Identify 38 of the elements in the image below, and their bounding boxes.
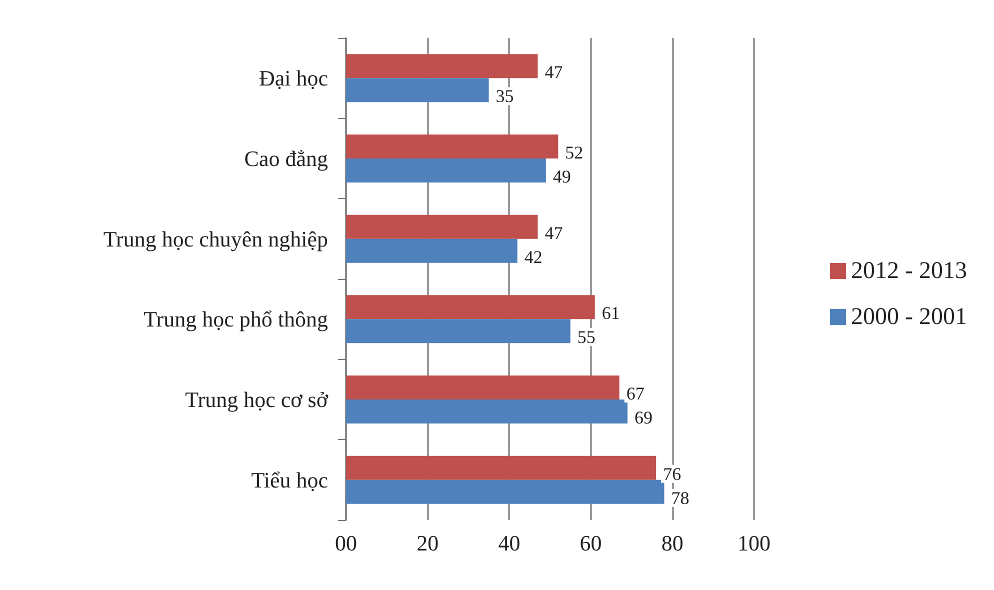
data-label: 49 xyxy=(552,166,571,186)
y-tick-label: Trung học cơ sở xyxy=(185,387,328,412)
y-tick-label: Trung học chuyên nghiệp xyxy=(103,226,328,252)
legend-label: 2000 - 2001 xyxy=(851,304,968,330)
x-tick-label: 00 xyxy=(335,530,357,556)
data-label: 35 xyxy=(496,86,514,106)
data-label: 67 xyxy=(626,384,644,404)
data-label: 55 xyxy=(577,327,596,348)
data-label: 78 xyxy=(671,488,690,508)
x-tick-label: 60 xyxy=(580,530,602,556)
y-tick-label: Tiểu học xyxy=(251,467,328,492)
bar xyxy=(346,295,595,320)
bar xyxy=(346,376,620,400)
data-label: 52 xyxy=(565,142,584,162)
x-tick-label: 80 xyxy=(661,530,684,556)
legend-label: 2012 - 2013 xyxy=(851,258,968,284)
bar xyxy=(346,238,518,263)
bar xyxy=(346,54,538,78)
bar xyxy=(346,400,628,424)
bar xyxy=(346,456,656,480)
bar xyxy=(346,480,664,504)
y-tick-label: Cao đẳng xyxy=(244,146,328,171)
y-tick-label: Đại học xyxy=(258,66,328,91)
bar xyxy=(346,158,546,182)
data-label: 76 xyxy=(663,464,682,484)
data-label: 69 xyxy=(634,408,653,428)
bar xyxy=(346,319,570,344)
x-tick-label: 20 xyxy=(416,530,439,556)
data-label: 47 xyxy=(544,62,563,82)
data-label: 42 xyxy=(524,246,542,267)
bar xyxy=(346,78,489,102)
data-label: 61 xyxy=(602,303,620,324)
y-tick-label: Trung học phổ thông xyxy=(144,306,328,332)
bar xyxy=(346,134,558,158)
x-tick-label: 100 xyxy=(738,530,770,556)
data-label: 47 xyxy=(544,222,563,243)
bar xyxy=(346,214,538,239)
x-tick-label: 40 xyxy=(498,530,520,556)
